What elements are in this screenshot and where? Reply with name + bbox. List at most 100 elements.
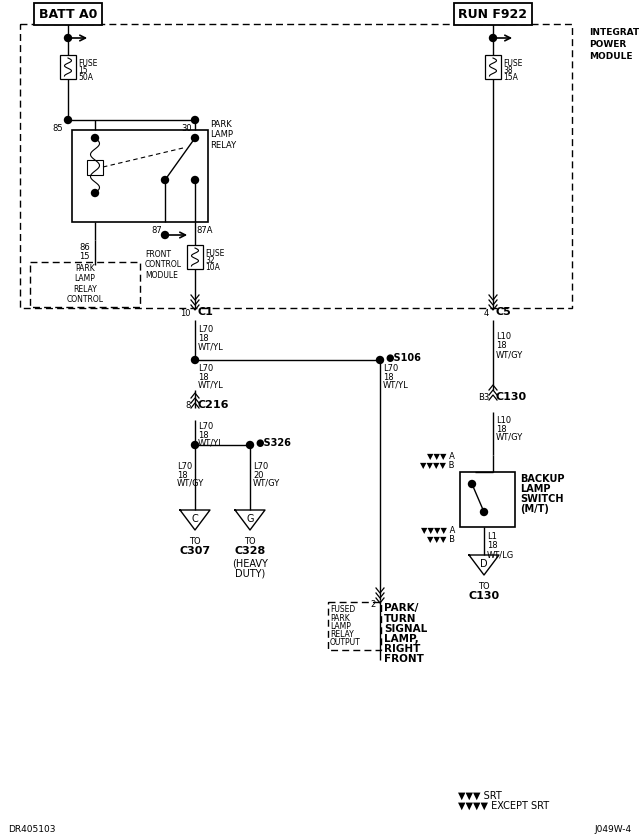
Bar [187,245,203,269]
Text: D: D [480,559,488,569]
Text: PARK/: PARK/ [384,603,419,613]
Text: L10: L10 [496,332,511,341]
Text: B3: B3 [477,393,489,402]
Text: ●S106: ●S106 [385,353,421,363]
Text: ▼▼▼ A: ▼▼▼ A [427,452,455,460]
Text: FUSE: FUSE [78,59,97,68]
Text: C5: C5 [495,307,511,317]
Text: J049W-4: J049W-4 [595,826,632,834]
Text: 4: 4 [484,309,489,318]
Text: C1: C1 [197,307,213,317]
Text: ▼▼▼▼ A: ▼▼▼▼ A [420,526,455,534]
Text: FRONT: FRONT [384,654,424,664]
Text: WT/GY: WT/GY [177,479,204,488]
Circle shape [161,176,168,183]
Text: RIGHT: RIGHT [384,644,420,654]
Bar [20,24,572,308]
Text: C130: C130 [468,591,500,601]
Text: (HEAVY: (HEAVY [232,558,268,568]
Text: DUTY): DUTY) [235,568,265,578]
Text: ▼▼▼▼ EXCEPT SRT: ▼▼▼▼ EXCEPT SRT [458,801,549,811]
Text: L70: L70 [198,364,213,373]
Text: WT/YL: WT/YL [198,439,224,448]
Text: SWITCH: SWITCH [520,494,563,504]
Circle shape [191,117,198,123]
Text: RELAY: RELAY [330,630,354,639]
Circle shape [65,34,72,41]
Bar [72,130,208,222]
Text: 18: 18 [198,431,209,440]
Text: 15A: 15A [503,73,518,82]
Text: TURN: TURN [384,614,417,624]
Text: (M/T): (M/T) [520,504,549,514]
Text: WT/YL: WT/YL [383,381,409,390]
Text: 10: 10 [180,309,191,318]
Text: L1: L1 [487,532,497,541]
Text: 20: 20 [253,471,264,480]
Text: 87: 87 [151,226,162,235]
Circle shape [191,134,198,141]
Text: SIGNAL: SIGNAL [384,624,428,634]
Text: BACKUP: BACKUP [520,474,564,484]
Circle shape [468,480,476,487]
Circle shape [161,232,168,239]
Text: C130: C130 [495,392,526,402]
Text: ▼▼▼ B: ▼▼▼ B [427,534,455,543]
Text: PARK
LAMP
RELAY
CONTROL: PARK LAMP RELAY CONTROL [67,264,104,304]
Text: WT/GY: WT/GY [496,433,524,442]
Text: L70: L70 [198,422,213,431]
Text: DR405103: DR405103 [8,826,56,834]
Text: C: C [191,514,198,524]
Text: 18: 18 [487,541,498,550]
Text: 18: 18 [496,341,507,350]
Bar [30,262,140,307]
Text: OUTPUT: OUTPUT [330,638,361,647]
Text: RUN F922: RUN F922 [458,8,527,20]
Text: 18: 18 [198,373,209,382]
Text: 15: 15 [78,66,88,75]
Text: WT/LG: WT/LG [487,550,515,559]
Text: PARK: PARK [330,614,349,623]
Text: FUSE: FUSE [205,249,225,258]
Circle shape [92,134,99,141]
Circle shape [65,117,72,123]
Text: INTEGRATED
POWER
MODULE: INTEGRATED POWER MODULE [589,28,640,60]
Text: G: G [246,514,253,524]
Bar [328,602,381,650]
Circle shape [191,442,198,449]
Bar [60,55,76,79]
Text: 18: 18 [383,373,394,382]
Circle shape [490,34,497,41]
Bar [485,55,501,79]
Circle shape [376,356,383,364]
Text: 85: 85 [52,124,63,133]
Text: 18: 18 [496,425,507,434]
Text: C328: C328 [234,546,266,556]
Text: ▼▼▼ SRT: ▼▼▼ SRT [458,791,502,801]
Text: FUSED: FUSED [330,605,355,614]
Bar [460,472,515,527]
Text: WT/GY: WT/GY [496,350,524,359]
Text: 15: 15 [79,252,90,261]
Text: L70: L70 [198,325,213,334]
Text: LAMP: LAMP [520,484,550,494]
Text: BATT A0: BATT A0 [39,8,97,20]
Text: PARK
LAMP
RELAY: PARK LAMP RELAY [210,120,236,150]
Text: FRONT
CONTROL
MODULE: FRONT CONTROL MODULE [145,250,182,280]
Text: ●S326: ●S326 [255,438,291,448]
Text: WT/GY: WT/GY [253,479,280,488]
Text: 18: 18 [198,334,209,343]
Circle shape [246,442,253,449]
Text: L70: L70 [383,364,398,373]
Bar [87,160,103,175]
Text: TO: TO [189,537,201,546]
Circle shape [191,356,198,364]
Text: 50A: 50A [78,73,93,82]
Text: LAMP: LAMP [330,622,351,631]
Circle shape [481,508,488,516]
Text: ▼▼▼▼ B: ▼▼▼▼ B [420,460,455,470]
Text: 10A: 10A [205,263,220,272]
Text: 87A: 87A [196,226,212,235]
Text: 30: 30 [181,124,192,133]
Text: 38: 38 [503,66,513,75]
